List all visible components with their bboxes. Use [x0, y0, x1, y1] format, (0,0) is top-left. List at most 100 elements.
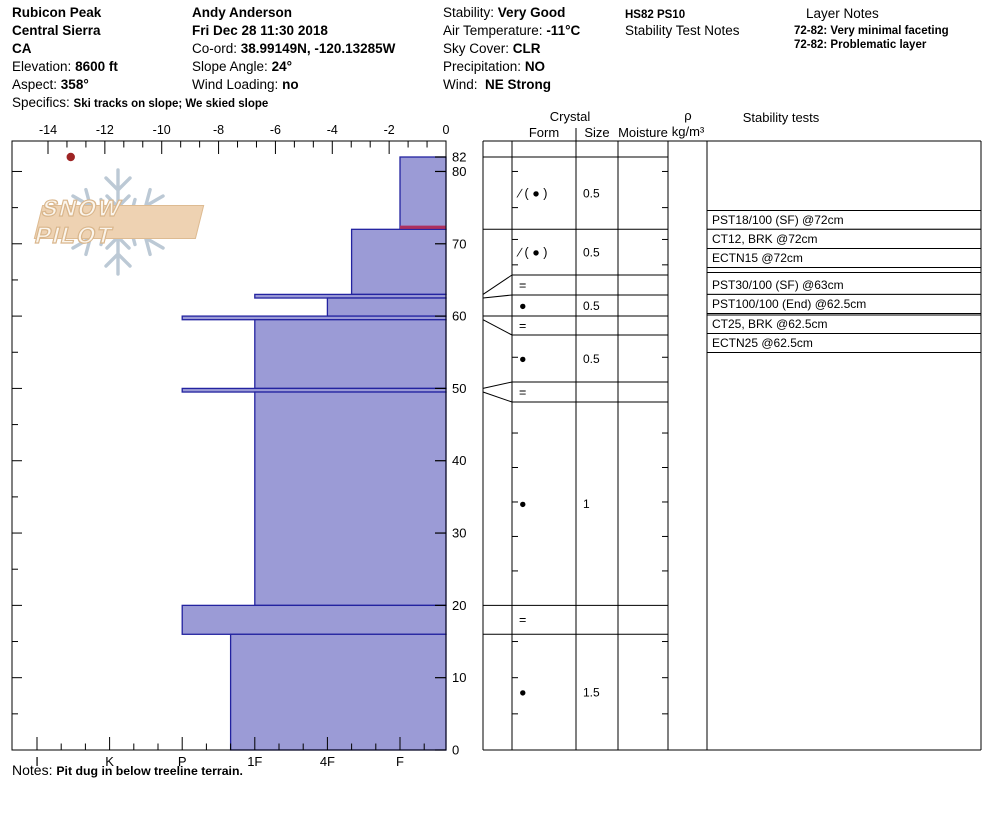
layer-bar — [181, 604, 447, 635]
stability-test-label: PST30/100 (SF) @63cm — [712, 278, 844, 292]
sky-cover: Sky Cover: CLR — [443, 41, 541, 56]
layer-bar — [254, 391, 447, 607]
stability-test-notes-title: Stability Test Notes — [625, 23, 740, 38]
crystal-form-symbol: ● — [519, 352, 527, 366]
notes-label: Notes: — [12, 762, 53, 778]
coordinates: Co-ord: 38.99149N, -120.13285W — [192, 41, 396, 56]
temp-tick-label: -8 — [213, 123, 224, 137]
density-header-symbol: ρ — [684, 108, 691, 123]
hardness-tick-label: 1F — [247, 754, 262, 769]
crystal-form-symbol: ∕ ( ● ) — [516, 186, 547, 200]
thin-layer-leader-line — [482, 319, 513, 336]
depth-tick-label: 0 — [452, 743, 459, 758]
layer-note: 72-82: Problematic layer — [794, 39, 927, 51]
moisture-header: Moisture — [618, 125, 668, 140]
stability-test-row — [706, 333, 982, 353]
layer-bar — [254, 319, 447, 390]
hardness-tick-label: I — [35, 754, 39, 769]
layer-bar — [350, 228, 447, 296]
plot-border — [11, 140, 447, 751]
thin-layer-leader-line — [482, 274, 513, 295]
temp-tick-label: -2 — [384, 123, 395, 137]
crystal-form-symbol: ● — [519, 299, 527, 313]
stability-test-label: CT25, BRK @62.5cm — [712, 317, 828, 331]
site-state: CA — [12, 41, 32, 56]
crystal-size-value: 0.5 — [583, 299, 600, 313]
site-aspect: Aspect: 358° — [12, 77, 89, 92]
crystal-size-value: 0.5 — [583, 186, 600, 200]
layer-bar — [399, 156, 447, 230]
table-header-labels: Crystal Form Size Moisture ρ kg/m³ Stabi… — [529, 108, 820, 140]
crystal-form-symbol: = — [519, 319, 526, 333]
site-specifics: Specifics: Ski tracks on slope; We skied… — [12, 95, 269, 110]
hardness-tick-label: 4F — [320, 754, 335, 769]
stability-test-label: CT12, BRK @72cm — [712, 232, 818, 246]
stability-test-row — [706, 248, 982, 268]
site-elevation: Elevation: 8600 ft — [12, 59, 118, 74]
hardness-tick-label: K — [105, 754, 114, 769]
depth-tick-label: 82 — [452, 150, 466, 165]
site-info-block: Rubicon Peak Central Sierra CA Elevation… — [12, 4, 268, 112]
hardness-tick-label: P — [178, 754, 187, 769]
thin-layer-leader-line — [482, 381, 513, 389]
wind: Wind: NE Strong — [443, 77, 552, 92]
layer-bar — [326, 297, 447, 317]
precipitation: Precipitation: NO — [443, 59, 546, 74]
codes-block: HS82 PS10 Stability Test Notes — [625, 6, 740, 40]
layer-note: 72-82: Very minimal faceting — [794, 25, 949, 37]
air-temperature: Air Temperature: -11°C — [443, 23, 581, 38]
thin-layer-leader-line — [482, 294, 513, 299]
site-name: Rubicon Peak — [12, 5, 102, 20]
depth-tick-label: 40 — [452, 453, 466, 468]
pit-notes: Notes: Pit dug in below treeline terrain… — [12, 762, 243, 778]
crystal-size-value: 0.5 — [583, 245, 600, 259]
size-header: Size — [584, 125, 609, 140]
stability-test-label: PST18/100 (SF) @72cm — [712, 213, 844, 227]
thin-layer-leader-line — [482, 391, 513, 403]
crystal-size-value: 1 — [583, 497, 590, 511]
stability: Stability: Very Good — [443, 5, 566, 20]
depth-tick-label: 20 — [452, 598, 466, 613]
crystal-form-symbol: = — [519, 613, 526, 627]
notes-text: Pit dug in below treeline terrain. — [56, 764, 243, 778]
temp-tick-label: -14 — [39, 123, 57, 137]
observer-info-block: Andy Anderson Fri Dec 28 11:30 2018 Co-o… — [192, 4, 395, 94]
crystal-form-symbol: ● — [519, 497, 527, 511]
crystal-form-symbol: ∕ ( ● ) — [516, 245, 547, 259]
slope-angle: Slope Angle: 24° — [192, 59, 292, 74]
temp-tick-label: -4 — [327, 123, 338, 137]
stability-tests-header: Stability tests — [743, 110, 820, 125]
hardness-tick-label: F — [396, 754, 404, 769]
crystal-size-value: 0.5 — [583, 352, 600, 366]
depth-tick-label: 60 — [452, 309, 466, 324]
temp-tick-label: -6 — [270, 123, 281, 137]
layer-bar — [229, 633, 447, 751]
stability-test-row — [706, 293, 982, 314]
temp-tick-label: 0 — [443, 123, 450, 137]
crystal-size-value: 1.5 — [583, 685, 600, 699]
temp-tick-label: -12 — [96, 123, 114, 137]
stability-test-label: PST100/100 (End) @62.5cm — [712, 297, 866, 311]
density-header-unit: kg/m³ — [672, 124, 705, 139]
observer-name: Andy Anderson — [192, 5, 293, 20]
hs-ps-codes: HS82 PS10 — [625, 9, 686, 21]
depth-tick-label: 30 — [452, 526, 466, 541]
observation-datetime: Fri Dec 28 11:30 2018 — [192, 23, 328, 38]
depth-tick-label: 50 — [452, 381, 466, 396]
stability-test-label: ECTN15 @72cm — [712, 251, 803, 265]
wind-loading: Wind Loading: no — [192, 77, 299, 92]
layer-notes-title: Layer Notes — [806, 6, 879, 21]
stability-test-label: ECTN25 @62.5cm — [712, 336, 813, 350]
site-region: Central Sierra — [12, 23, 101, 38]
crystal-header: Crystal — [550, 109, 591, 124]
depth-tick-label: 10 — [452, 670, 466, 685]
crystal-form-symbol: = — [519, 278, 526, 292]
depth-tick-label: 80 — [452, 164, 466, 179]
depth-tick-label: 70 — [452, 236, 466, 251]
crystal-form-symbol: = — [519, 385, 526, 399]
temperature-point — [66, 152, 75, 162]
crystal-form-symbol: ● — [519, 685, 527, 699]
